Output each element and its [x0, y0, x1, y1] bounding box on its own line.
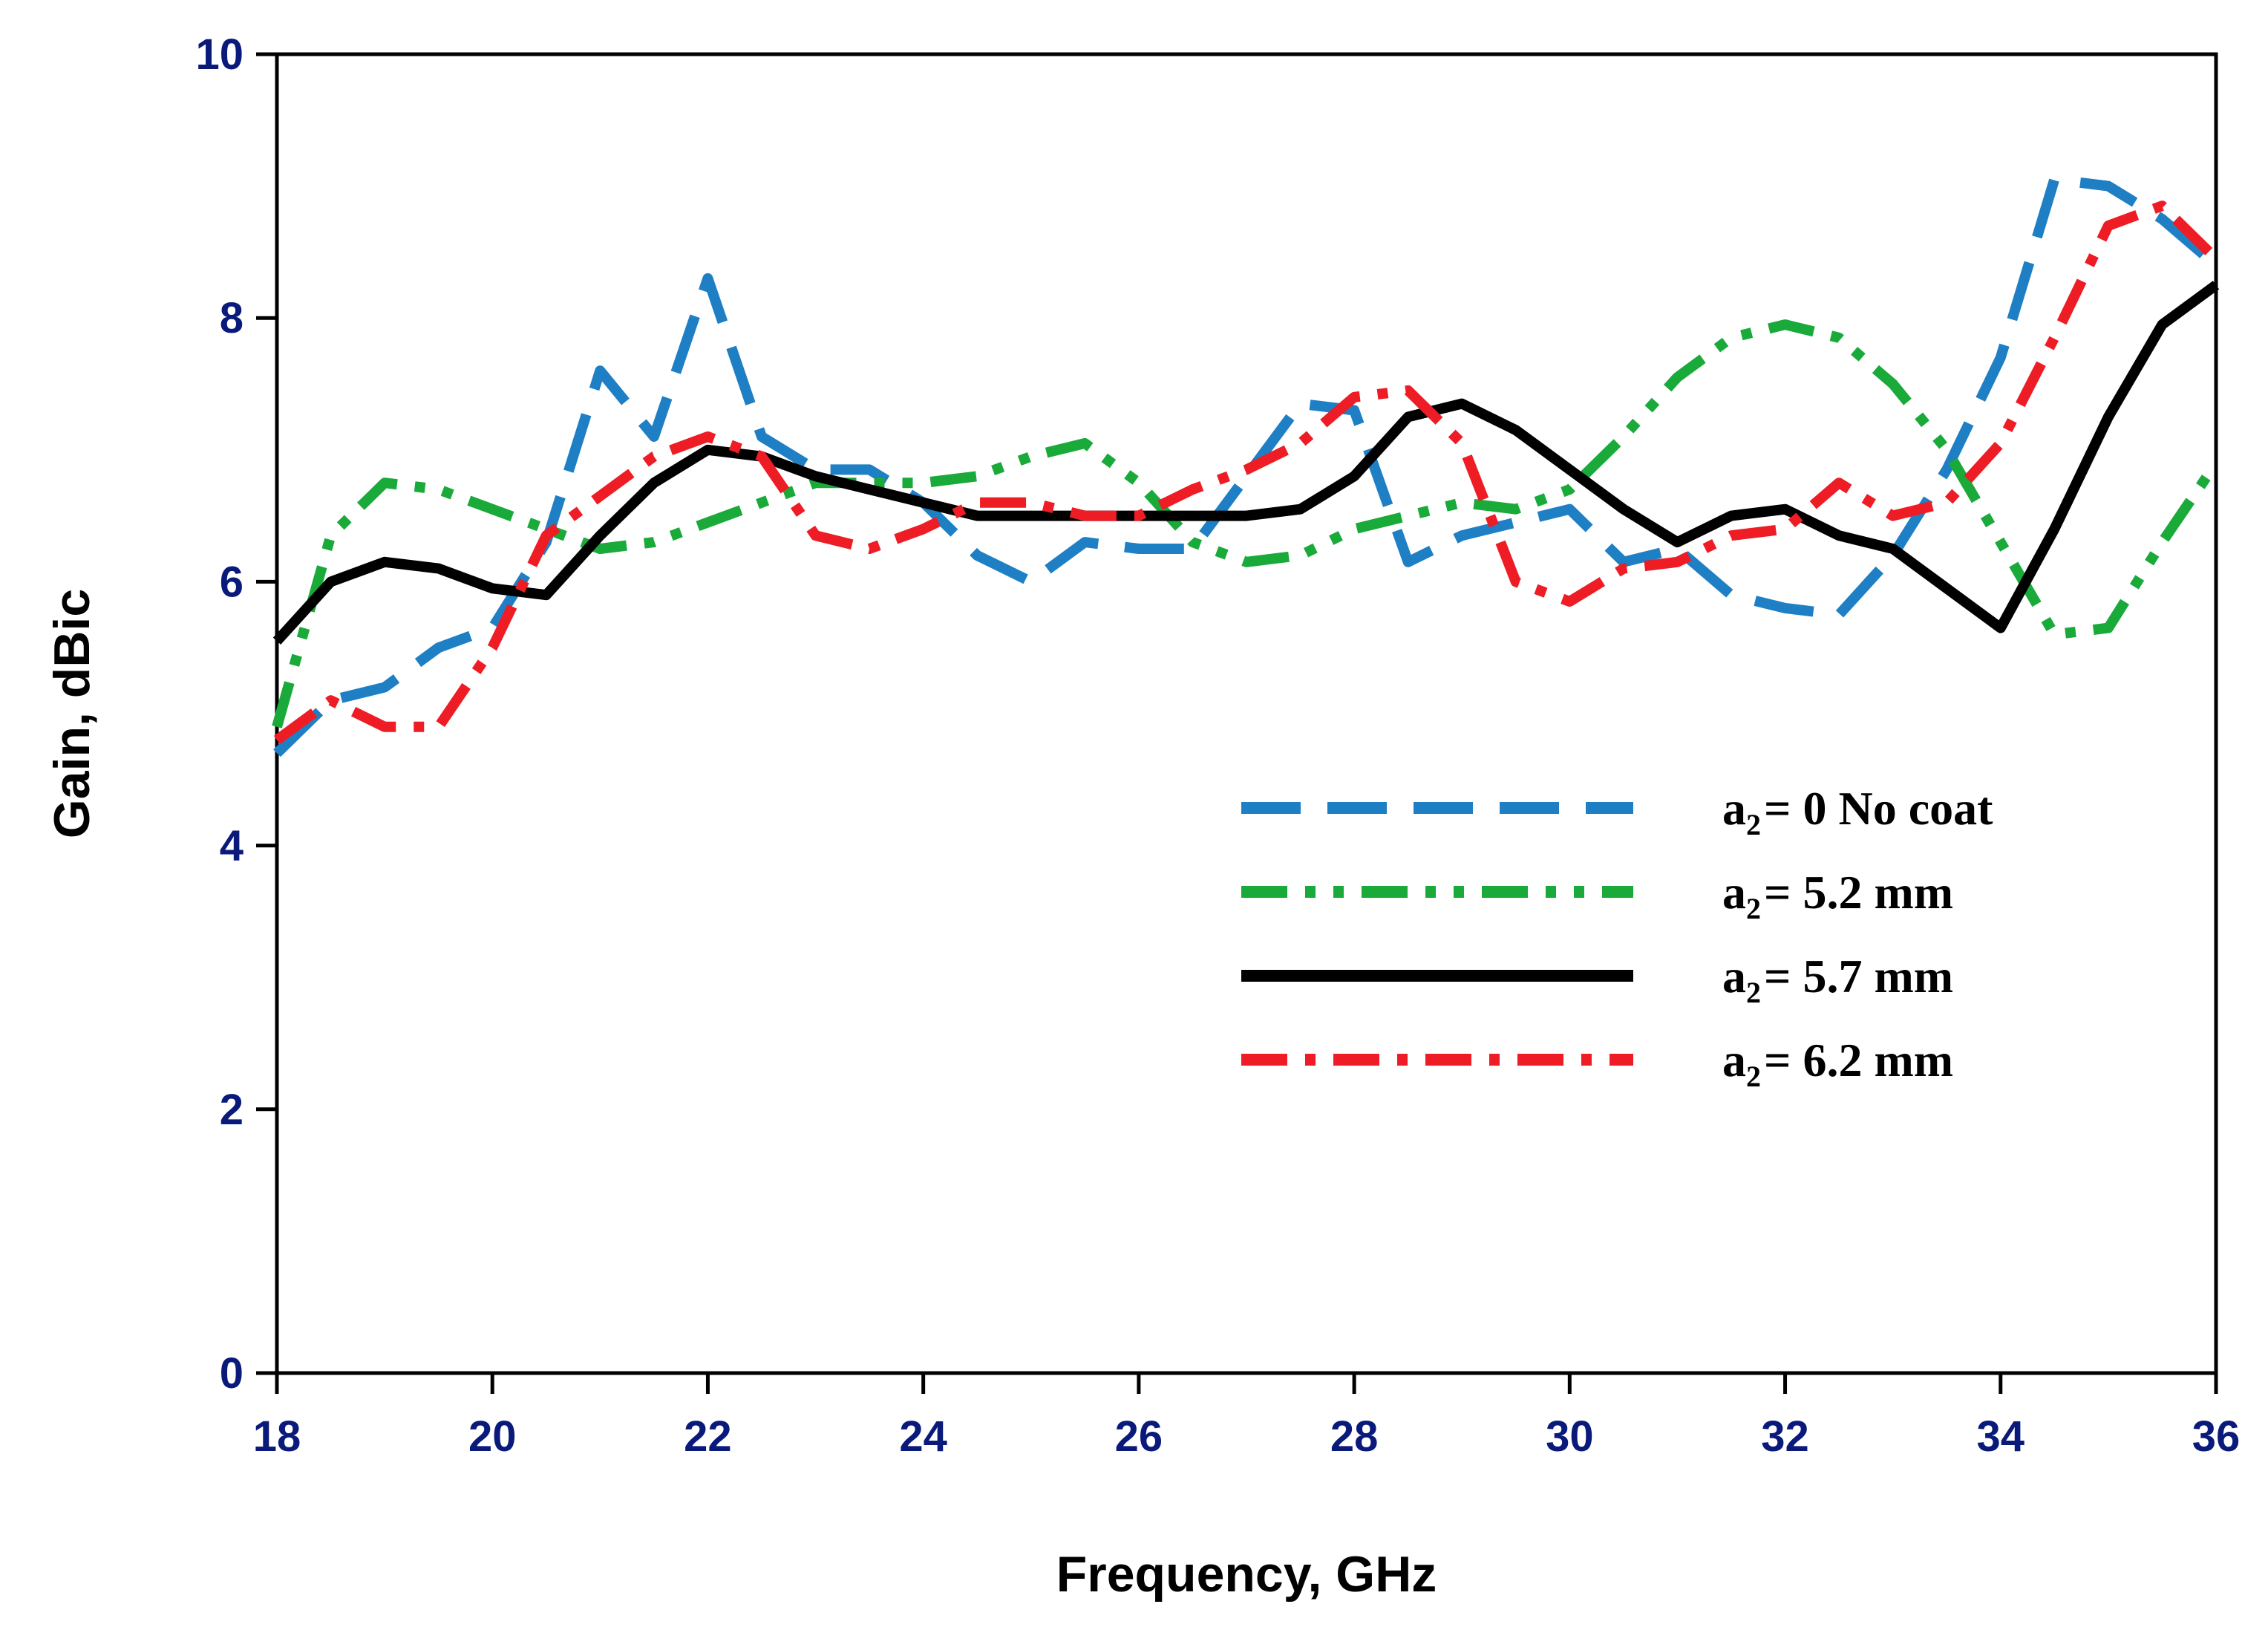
x-tick-label: 24 — [899, 1412, 947, 1461]
x-tick-label: 30 — [1546, 1412, 1594, 1461]
legend-label-2: a2= 5.2 mm — [1722, 866, 1953, 925]
x-tick-label: 22 — [684, 1412, 732, 1461]
x-tick-label: 28 — [1330, 1412, 1379, 1461]
y-tick-label: 8 — [220, 294, 244, 342]
plot-area-frame — [275, 52, 2218, 1375]
x-tick-label: 36 — [2192, 1412, 2241, 1461]
legend-label-1: a2= 0 No coat — [1722, 782, 1993, 841]
series-line-1 — [273, 174, 2220, 757]
legend-label-3: a2= 5.7 mm — [1722, 950, 1953, 1009]
x-tick-label: 18 — [253, 1412, 301, 1461]
y-tick-label: 10 — [195, 30, 244, 79]
series-line-4 — [273, 201, 2220, 745]
series-layer — [272, 174, 2220, 757]
x-tick-label: 34 — [1977, 1412, 2025, 1461]
x-tick-label: 26 — [1115, 1412, 1163, 1461]
y-axis: 0 2 4 6 8 10 — [195, 30, 277, 1398]
legend-label-4: a2= 6.2 mm — [1722, 1034, 1953, 1093]
y-tick-label: 2 — [220, 1086, 244, 1134]
y-axis-title: Gain, dBic — [44, 589, 100, 838]
y-tick-label: 0 — [220, 1349, 244, 1398]
x-tick-label: 20 — [468, 1412, 517, 1461]
y-tick-label: 4 — [220, 822, 244, 870]
y-tick-label: 6 — [220, 558, 244, 606]
legend: a2= 0 No coat a2= 5.2 mm a2= 5.7 mm a2= 6.2… — [1241, 782, 1993, 1093]
x-axis-title: Frequency, GHz — [1056, 1546, 1437, 1603]
x-tick-label: 32 — [1761, 1412, 1809, 1461]
x-axis: 18 20 22 24 26 28 30 32 34 36 — [253, 1373, 2241, 1461]
series-line-3 — [272, 281, 2220, 645]
series-line-2 — [272, 319, 2220, 728]
